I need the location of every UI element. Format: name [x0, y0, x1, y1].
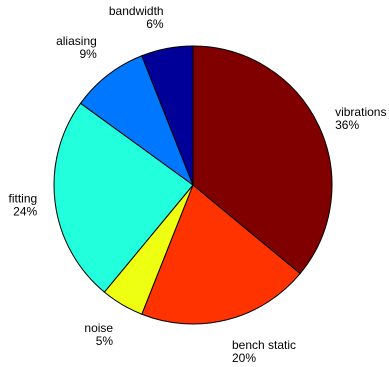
slice-label-fitting: fitting 24% [9, 192, 38, 219]
pie-slice-fitting [53, 102, 194, 293]
slice-label-name: bandwidth [109, 4, 164, 18]
slice-label-percent: 6% [146, 17, 164, 31]
slice-label-percent: 20% [232, 351, 256, 365]
slice-label-name: fitting [9, 192, 38, 206]
slice-label-name: vibrations [335, 105, 386, 119]
slice-label-bandwidth: bandwidth 6% [109, 4, 164, 31]
slice-label-noise: noise 5% [84, 321, 113, 348]
slice-label-percent: 9% [79, 47, 97, 61]
pie-slice-aliasing [79, 55, 195, 187]
pie-slice-vibrations [192, 45, 333, 275]
slice-label-percent: 24% [13, 205, 37, 219]
slice-label-name: aliasing [56, 34, 97, 48]
slice-label-aliasing: aliasing 9% [56, 34, 97, 61]
slice-label-percent: 36% [335, 118, 359, 132]
slice-label-name: bench static [232, 338, 296, 352]
slice-label-name: noise [84, 321, 113, 335]
slice-label-vibrations: vibrations 36% [335, 105, 386, 132]
pie-slice-bench-static [141, 184, 301, 325]
slice-label-bench-static: bench static 20% [232, 338, 296, 365]
slice-label-percent: 5% [96, 334, 114, 348]
pie-slice-bandwidth [141, 45, 194, 186]
